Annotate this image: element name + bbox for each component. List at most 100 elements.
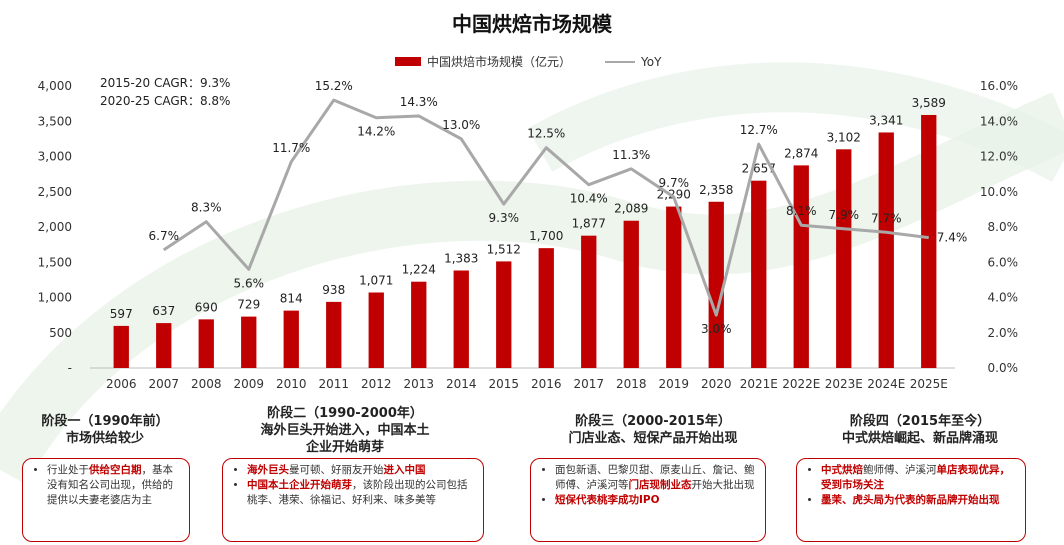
yoy-value-label: 8.3% bbox=[191, 201, 222, 215]
yoy-value-label: 7.9% bbox=[829, 208, 860, 222]
cagr-annotation-2: 2020-25 CAGR：8.8% bbox=[100, 94, 231, 108]
stage-4-title-line-2: 中式烘焙崛起、新品牌涌现 bbox=[841, 431, 998, 446]
bar bbox=[198, 319, 214, 368]
bullet-text: 开始大批出现 bbox=[691, 479, 755, 491]
bar-value-label: 3,589 bbox=[912, 96, 946, 110]
bar-value-label: 1,700 bbox=[529, 229, 563, 243]
stage-1-bullet-list: 行业处于供给空白期，基本没有知名公司出现，供给的提供以夫妻老婆店为主 bbox=[33, 463, 181, 508]
stage-1-title: 阶段一（1990年前） 市场供给较少 bbox=[15, 413, 195, 447]
yoy-value-label: 14.2% bbox=[357, 125, 395, 139]
stage-2-box: 海外巨头曼可顿、好丽友开始进入中国中国本土企业开始萌芽，该阶段出现的公司包括桃李… bbox=[222, 458, 484, 542]
chart-legend: 中国烘焙市场规模（亿元） YoY bbox=[395, 53, 661, 70]
bar-value-label: 2,874 bbox=[784, 146, 818, 160]
bar bbox=[836, 149, 852, 368]
yoy-value-label: 3.0% bbox=[701, 322, 732, 336]
highlight-text: 中式烘焙 bbox=[821, 464, 863, 476]
cagr-annotation-1: 2015-20 CAGR：9.3% bbox=[100, 76, 231, 90]
yoy-value-label: 14.3% bbox=[400, 95, 438, 109]
stage-2-title-line-1: 阶段二（1990-2000年） bbox=[267, 406, 423, 421]
highlight-text: 墨茉、虎头局为代表的新品牌开始出现 bbox=[821, 494, 1000, 506]
y-right-tick-label: 2.0% bbox=[988, 326, 1019, 340]
highlight-text: 进入中国 bbox=[383, 464, 426, 476]
x-tick-label: 2022E bbox=[782, 377, 820, 391]
x-tick-label: 2019 bbox=[658, 377, 689, 391]
bullet-text: 曼可顿、好丽友开始 bbox=[289, 464, 384, 476]
stage-bullet: 行业处于供给空白期，基本没有知名公司出现，供给的提供以夫妻老婆店为主 bbox=[47, 463, 181, 508]
stage-2-title-line-2: 海外巨头开始进入，中国本土 bbox=[260, 423, 430, 438]
stage-3-title-line-1: 阶段三（2000-2015年） bbox=[575, 414, 731, 429]
bullet-text: 鲍师傅、泸溪河 bbox=[863, 464, 937, 476]
bar-value-label: 938 bbox=[322, 283, 345, 297]
stage-bullet: 墨茉、虎头局为代表的新品牌开始出现 bbox=[821, 493, 1017, 508]
stage-4-title-line-1: 阶段四（2015年至今） bbox=[849, 414, 991, 429]
y-right-tick-label: 6.0% bbox=[988, 255, 1019, 269]
stage-bullet: 短保代表桃李成功IPO bbox=[555, 493, 757, 508]
x-tick-label: 2020 bbox=[701, 377, 732, 391]
y-left-tick-label: 3,000 bbox=[38, 150, 72, 164]
bar-value-label: 690 bbox=[195, 300, 218, 314]
x-tick-label: 2010 bbox=[276, 377, 307, 391]
yoy-value-label: 7.7% bbox=[871, 211, 902, 225]
y-right-tick-label: 4.0% bbox=[988, 291, 1019, 305]
bar-value-label: 1,877 bbox=[572, 217, 606, 231]
stage-4-bullet-list: 中式烘焙鲍师傅、泸溪河单店表现优异，受到市场关注墨茉、虎头局为代表的新品牌开始出… bbox=[807, 463, 1017, 508]
highlight-text: 门店现制业态 bbox=[628, 479, 692, 491]
legend-swatch-line bbox=[605, 60, 636, 63]
yoy-line bbox=[162, 98, 929, 317]
bar bbox=[453, 270, 469, 368]
stage-2-title: 阶段二（1990-2000年） 海外巨头开始进入，中国本土 企业开始萌芽 bbox=[235, 405, 455, 456]
stage-2-title-line-3: 企业开始萌芽 bbox=[305, 440, 384, 455]
bar bbox=[581, 235, 597, 368]
bar bbox=[623, 220, 639, 368]
bar bbox=[156, 323, 172, 368]
bar-value-label: 2,657 bbox=[742, 162, 776, 176]
stage-1-box: 行业处于供给空白期，基本没有知名公司出现，供给的提供以夫妻老婆店为主 bbox=[22, 458, 190, 542]
stage-2-bullet-list: 海外巨头曼可顿、好丽友开始进入中国中国本土企业开始萌芽，该阶段出现的公司包括桃李… bbox=[233, 463, 475, 508]
bar-value-label: 814 bbox=[280, 292, 303, 306]
bar-value-label: 3,341 bbox=[869, 113, 903, 127]
bar-value-label: 597 bbox=[110, 307, 133, 321]
y-left-tick-label: 3,500 bbox=[38, 114, 72, 128]
bar bbox=[921, 114, 937, 369]
bar-value-label: 3,102 bbox=[827, 130, 861, 144]
bar bbox=[708, 201, 724, 368]
legend-label-line: YoY bbox=[641, 54, 662, 69]
bullet-text: ，该阶段出现的公司包括桃李、港荣、徐福记、好利来、味多美等 bbox=[247, 479, 468, 506]
bar bbox=[113, 325, 129, 368]
y-left-tick-label: 2,500 bbox=[38, 185, 72, 199]
stage-3-title: 阶段三（2000-2015年） 门店业态、短保产品开始出现 bbox=[528, 413, 778, 447]
yoy-value-label: 9.7% bbox=[659, 176, 690, 190]
yoy-value-label: 9.3% bbox=[489, 211, 520, 225]
yoy-value-label: 13.0% bbox=[442, 118, 480, 132]
x-tick-label: 2023E bbox=[825, 377, 863, 391]
stage-bullet: 面包新语、巴黎贝甜、原麦山丘、詹记、鲍师傅、泸溪河等门店现制业态开始大批出现 bbox=[555, 463, 757, 493]
highlight-text: 供给空白期 bbox=[89, 464, 142, 476]
stage-3-title-line-2: 门店业态、短保产品开始出现 bbox=[568, 431, 738, 446]
yoy-value-label: 11.3% bbox=[612, 148, 650, 162]
y-right-tick-label: 0.0% bbox=[988, 361, 1019, 375]
yoy-value-label: 7.4% bbox=[937, 231, 968, 245]
bar-value-label: 1,512 bbox=[487, 242, 521, 256]
bar bbox=[878, 132, 894, 368]
y-right-tick-label: 14.0% bbox=[980, 114, 1018, 128]
highlight-text: 短保代表桃李成功IPO bbox=[555, 494, 660, 506]
yoy-value-label: 10.4% bbox=[570, 192, 608, 206]
stage-1-title-line-1: 阶段一（1990年前） bbox=[41, 414, 169, 429]
x-tick-label: 2015 bbox=[488, 377, 519, 391]
bar bbox=[326, 301, 342, 368]
stage-bullet: 中式烘焙鲍师傅、泸溪河单店表现优异，受到市场关注 bbox=[821, 463, 1017, 493]
yoy-value-label: 11.7% bbox=[272, 141, 310, 155]
bar bbox=[241, 316, 257, 368]
bar bbox=[368, 292, 384, 368]
bar-value-label: 2,358 bbox=[699, 183, 733, 197]
combo-chart: - 500 1,000 1,500 2,000 2,500 3,000 3,500 4,000 0… bbox=[38, 79, 1019, 391]
yoy-value-label: 5.6% bbox=[234, 276, 265, 290]
y-right-tick-label: 12.0% bbox=[980, 150, 1018, 164]
legend-swatch-bars bbox=[395, 57, 421, 66]
bar-value-label: 1,071 bbox=[359, 273, 393, 287]
x-tick-label: 2008 bbox=[191, 377, 222, 391]
highlight-text: 中国本土企业开始萌芽 bbox=[247, 479, 352, 491]
bar bbox=[751, 180, 767, 368]
y-left-tick-label: 4,000 bbox=[38, 79, 72, 93]
chart-title: 中国烘焙市场规模 bbox=[452, 12, 612, 36]
